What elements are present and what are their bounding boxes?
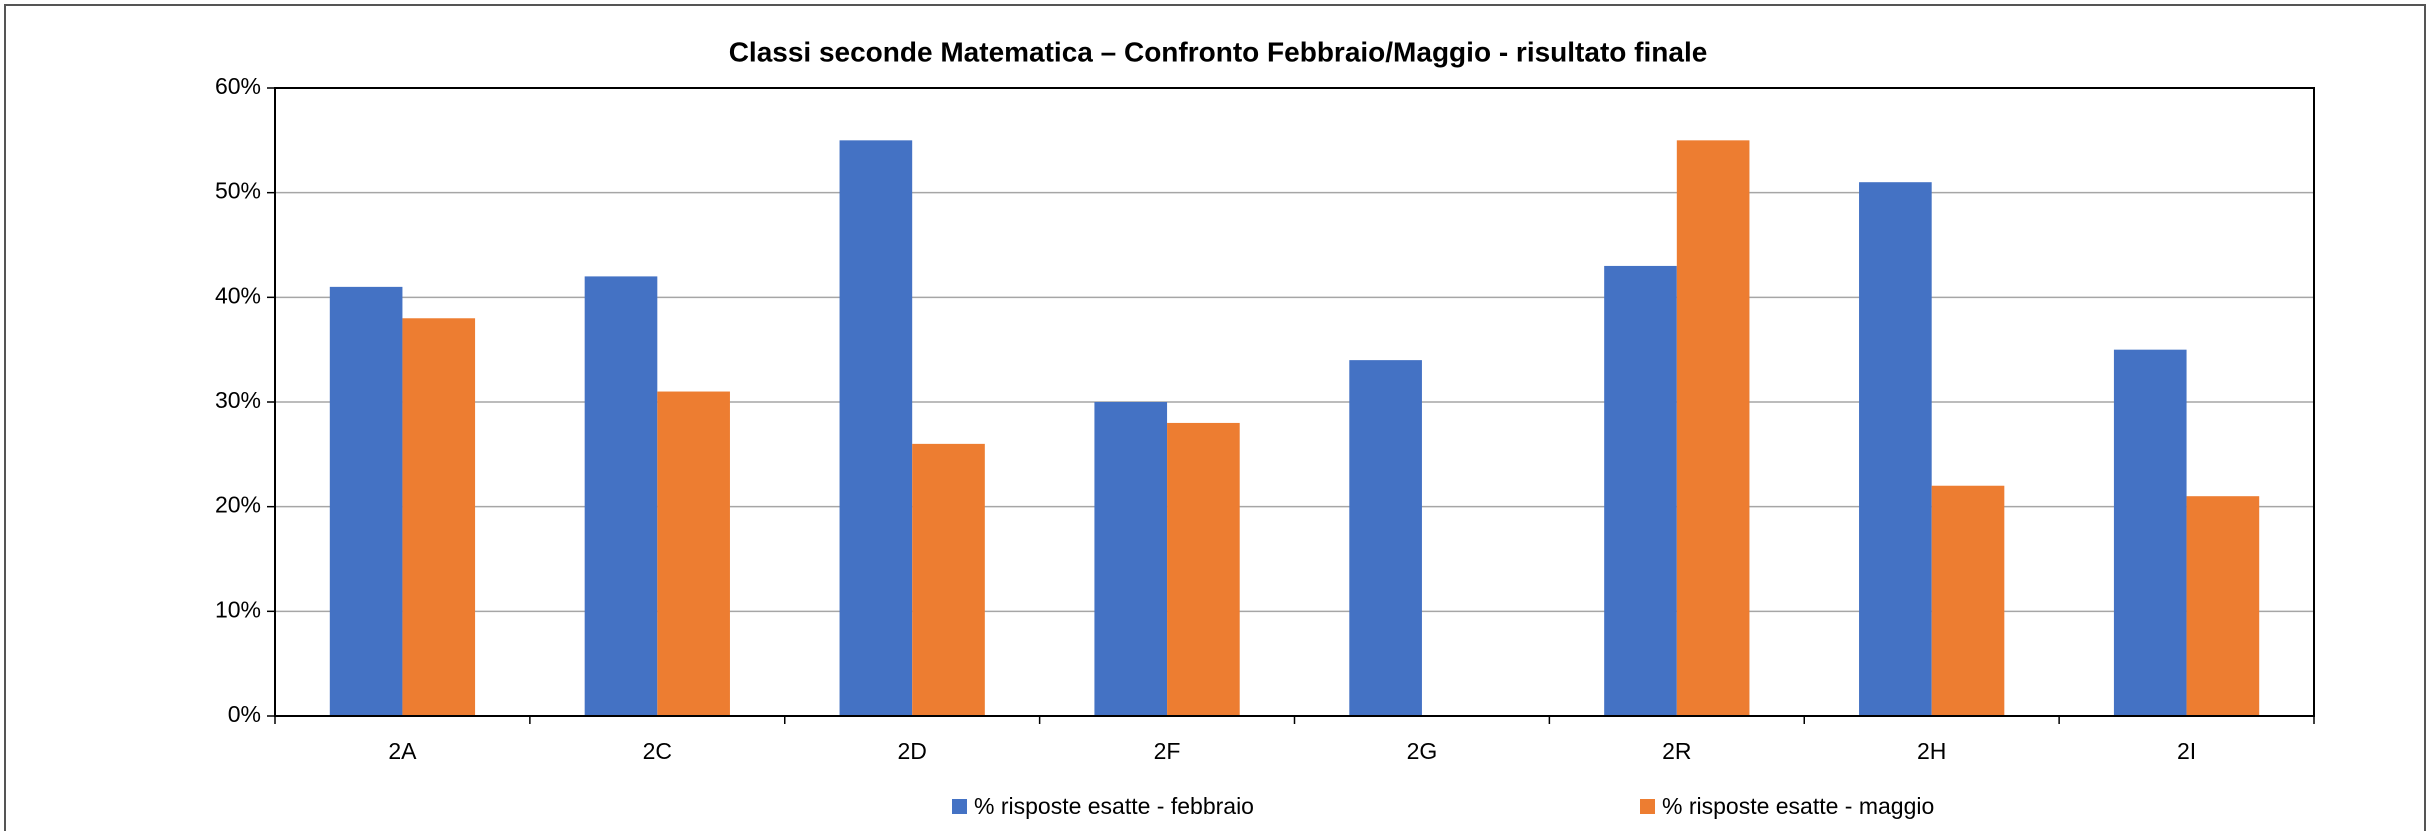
plot-area [274, 87, 2315, 717]
x-tick-label: 2I [2177, 738, 2196, 764]
y-tick-label: 20% [215, 492, 261, 518]
bar [584, 276, 658, 716]
x-tick-label: 2F [1154, 738, 1181, 764]
y-tick-label: 60% [215, 73, 261, 99]
x-tick-label: 2C [643, 738, 672, 764]
legend-swatch [952, 799, 967, 814]
bar [1167, 422, 1240, 716]
bar [1859, 182, 1932, 716]
x-tick-label: 2A [388, 738, 417, 764]
bar [1604, 265, 1677, 716]
bar [1349, 360, 1422, 716]
y-tick-label: 30% [215, 387, 261, 413]
bar [2113, 349, 2187, 716]
bar [839, 140, 913, 717]
x-tick-label: 2G [1407, 738, 1438, 764]
y-tick-label: 40% [215, 282, 261, 308]
y-tick-label: 10% [215, 596, 261, 622]
x-tick-label: 2R [1662, 738, 1691, 764]
bar [1094, 402, 1168, 716]
y-tick-label: 0% [228, 701, 261, 727]
legend-label: % risposte esatte - febbraio [974, 793, 1254, 819]
y-tick-label: 50% [215, 178, 261, 204]
legend-swatch [1640, 799, 1655, 814]
bar [329, 286, 403, 716]
bar [657, 391, 730, 716]
bar [1931, 485, 2005, 716]
x-tick-label: 2H [1917, 738, 1946, 764]
bar [912, 443, 985, 716]
legend-label: % risposte esatte - maggio [1662, 793, 1934, 819]
bar [1676, 140, 1750, 717]
x-tick-label: 2D [897, 738, 926, 764]
bar [402, 318, 476, 716]
bar [2186, 496, 2260, 716]
chart-title: Classi seconde Matematica – Confronto Fe… [729, 36, 1708, 67]
